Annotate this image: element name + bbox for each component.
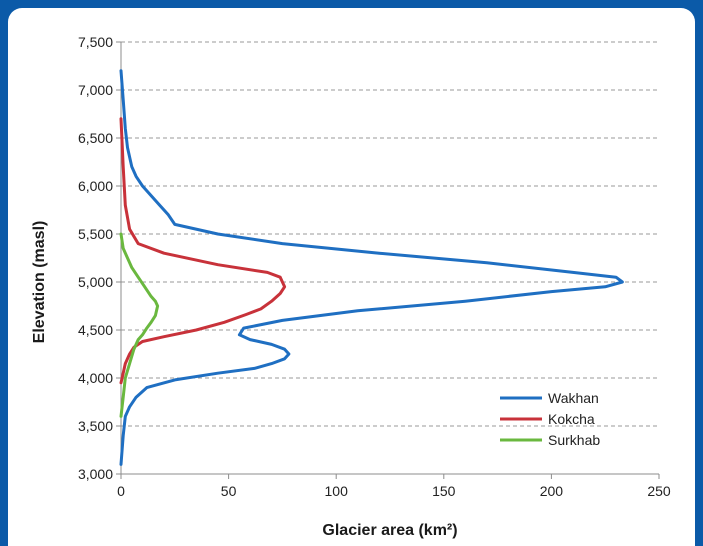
tick-labels: 3,000 3,500 4,000 4,500 5,000 5,500 6,000 6,500…: [78, 34, 671, 499]
legend-label-wakhan: Wakhan: [548, 390, 599, 406]
y-tick-label: 7,000: [78, 82, 113, 98]
x-tick-label: 250: [647, 483, 671, 499]
legend-label-surkhab: Surkhab: [548, 432, 600, 448]
x-tick-label: 100: [325, 483, 349, 499]
x-tick-label: 150: [432, 483, 456, 499]
y-tick-label: 3,000: [78, 466, 113, 482]
x-tick-label: 0: [117, 483, 125, 499]
y-tick-label: 6,500: [78, 130, 113, 146]
x-tick-label: 50: [221, 483, 237, 499]
y-tick-label: 4,000: [78, 370, 113, 386]
series-lines: [119, 69, 624, 466]
y-tick-label: 5,500: [78, 226, 113, 242]
legend: Wakhan Kokcha Surkhab: [500, 390, 600, 448]
y-tick-label: 6,000: [78, 178, 113, 194]
axes: [116, 41, 660, 479]
y-tick-label: 3,500: [78, 418, 113, 434]
y-tick-label: 4,500: [78, 322, 113, 338]
x-tick-label: 200: [540, 483, 564, 499]
grid-lines: [121, 41, 659, 427]
x-axis-title: Glacier area (km²): [322, 522, 457, 539]
y-tick-label: 7,500: [78, 34, 113, 50]
y-axis-title: Elevation (masl): [31, 221, 48, 344]
y-tick-label: 5,000: [78, 274, 113, 290]
legend-label-kokcha: Kokcha: [548, 411, 595, 427]
series-line-wakhan: [119, 69, 624, 466]
series-line-surkhab: [119, 232, 160, 418]
